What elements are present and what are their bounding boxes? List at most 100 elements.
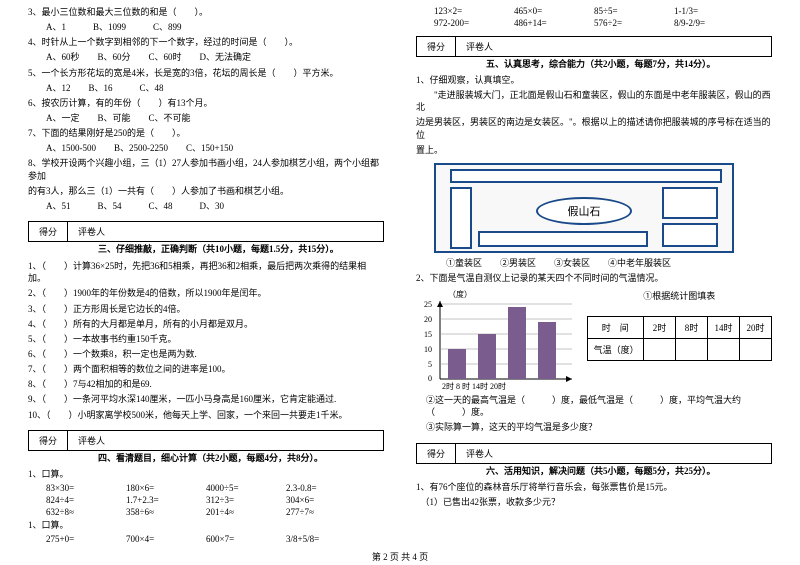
cell: 824÷4=: [46, 495, 108, 505]
top-r1: 123×2= 465×0= 85÷5= 1-1/3=: [434, 6, 772, 16]
grader-label: 评卷人: [68, 431, 115, 450]
q5: 5、一个长方形花坛的宽是4米，长是宽的3倍，花坛的周长是（ ）平方米。: [28, 67, 384, 79]
ytick: 20: [424, 315, 432, 324]
ytick: 0: [428, 374, 432, 383]
score-box-3: 得分 评卷人: [28, 221, 384, 242]
cell: 1.7+2.3=: [126, 495, 188, 505]
section-3-title: 三、仔细推敲，正确判断（共10小题，每题1.5分，共15分）。: [98, 242, 384, 255]
x-axis-labels: 2时 8 时 14时 20时: [442, 381, 506, 391]
q6-1: 1、有76个座位的森林音乐厅将举行音乐会，每张票售价是15元。: [416, 481, 772, 493]
bar-20h: [538, 322, 556, 379]
cell-blank: [708, 339, 740, 361]
j3: 3、（ ）正方形周长是它边长的4倍。: [28, 303, 384, 315]
score-box-5: 得分 评卷人: [416, 36, 772, 57]
q6-1a: （1）已售出42张票，收款多少元？: [416, 496, 772, 508]
cell: 8/9-2/9=: [674, 18, 736, 28]
q3-opts: A、1 B、1099 C、899: [46, 21, 384, 33]
q3: 3、最小三位数和最大三位数的和是（ ）。: [28, 6, 384, 18]
zone-bottom: [478, 231, 648, 247]
cell: 465×0=: [514, 6, 576, 16]
q6: 6、按农历计算，有的年份（ ）有13个月。: [28, 97, 384, 109]
cell: 4000÷5=: [206, 483, 268, 493]
cell-blank: [740, 339, 772, 361]
q5-1b: 边是男装区，男装区的南边是女装区。"。根据以上的描述请你把服装城的序号标在适当的…: [416, 116, 772, 140]
bar-2h: [448, 349, 466, 379]
bar-8h: [478, 334, 496, 379]
rock-ellipse: 假山石: [536, 197, 632, 225]
grader-label: 评卷人: [456, 444, 503, 463]
q5-1a: "走进服装城大门，正北面是假山石和童装区，假山的东面是中老年服装区，假山的西北: [416, 89, 772, 113]
th-t2: 8时: [676, 317, 708, 339]
top-r2: 972-200= 486+14= 576÷2= 8/9-2/9=: [434, 18, 772, 28]
cell: 83×30=: [46, 483, 108, 493]
th-t3: 14时: [708, 317, 740, 339]
cell: 576÷2=: [594, 18, 656, 28]
cell: 700×4=: [126, 534, 188, 544]
cell: 3/8+5/8=: [286, 534, 348, 544]
calc1-r1: 83×30= 180×6= 4000÷5= 2.3-0.8=: [46, 483, 384, 493]
chart-svg: （度） 25 20 15 10 5 0: [422, 289, 582, 394]
temperature-chart: （度） 25 20 15 10 5 0: [422, 289, 581, 394]
score-label: 得分: [417, 444, 456, 463]
cell: 304×6=: [286, 495, 348, 505]
q4-opts: A、60秒 B、60分 C、60时 D、无法确定: [46, 51, 384, 63]
cell: 312÷3=: [206, 495, 268, 505]
ytick: 25: [424, 300, 432, 309]
right-column: 123×2= 465×0= 85÷5= 1-1/3= 972-200= 486+…: [416, 6, 772, 546]
q8b: 的有3人，那么三（1）一共有（ ）人参加了书画和棋艺小组。: [28, 185, 384, 197]
th-t1: 2时: [644, 317, 676, 339]
j1: 1、（ ）计算36×25时，先把36和5相乘，再把36和2相乘，最后把两次乘得的…: [28, 260, 384, 284]
calc1-label: 1、口算。: [28, 468, 384, 480]
bar-14h: [508, 307, 526, 379]
q5-2c: ③实际算一算，这天的平均气温是多少度？: [426, 421, 772, 433]
q5-1: 1、仔细观察，认真填空。: [416, 74, 772, 86]
q8a: 8、学校开设两个兴趣小组，三（1）27人参加书画小组，24人参加棋艺小组，两个小…: [28, 157, 384, 181]
q5-1c: 置上。: [416, 144, 772, 156]
j2: 2、（ ）1900年的年份数是4的倍数，所以1900年是闰年。: [28, 287, 384, 299]
cell-blank: [676, 339, 708, 361]
cell: 201÷4≈: [206, 507, 268, 517]
calc2-r1: 275+0= 700×4= 600×7= 3/8+5/8=: [46, 534, 384, 544]
cell: 632÷8≈: [46, 507, 108, 517]
q7-opts: A、1500-500 B、2500-2250 C、150+150: [46, 142, 384, 154]
q6-opts: A、一定 B、可能 C、不可能: [46, 112, 384, 124]
j7: 7、（ ）两个面积相等的数位之间的进率是100。: [28, 363, 384, 375]
cell: 1-1/3=: [674, 6, 736, 16]
zone-options: ①童装区 ②男装区 ③女装区 ④中老年服装区: [446, 257, 772, 269]
left-column: 3、最小三位数和最大三位数的和是（ ）。 A、1 B、1099 C、899 4、…: [28, 6, 384, 546]
table-row: 气温（度）: [587, 339, 771, 361]
q5-opts: A、12 B、16 C、48: [46, 82, 384, 94]
ytick: 10: [424, 345, 432, 354]
score-box-6: 得分 评卷人: [416, 443, 772, 464]
score-label: 得分: [29, 222, 68, 241]
temperature-table: 时 间 2时 8时 14时 20时 气温（度）: [587, 316, 772, 361]
fill-table-area: ①根据统计图填表 时 间 2时 8时 14时 20时 气温（度）: [587, 289, 772, 394]
cell: 123×2=: [434, 6, 496, 16]
cell: 277÷7≈: [286, 507, 348, 517]
grader-label: 评卷人: [68, 222, 115, 241]
j4: 4、（ ）所有的大月都是单月，所有的小月都是双月。: [28, 318, 384, 330]
zone-right-bottom: [662, 223, 718, 247]
j8: 8、（ ）7与42相加的和是69.: [28, 378, 384, 390]
cell: 600×7=: [206, 534, 268, 544]
calc1-r2: 824÷4= 1.7+2.3= 312÷3= 304×6=: [46, 495, 384, 505]
rock-diagram: 假山石: [434, 163, 734, 253]
q4: 4、时针从上一个数字到相邻的下一个数字，经过的时间是（ ）。: [28, 36, 384, 48]
fill-table-title: ①根据统计图填表: [587, 289, 772, 302]
section-4-title: 四、看清题目，细心计算（共2小题，每题4分，共8分）。: [98, 451, 384, 464]
q5-2b: ②这一天的最高气温是（ ）度，最低气温是（ ）度，平均气温大约（ ）度。: [426, 394, 772, 418]
zone-top: [450, 169, 722, 183]
y-unit: （度）: [448, 289, 472, 299]
ytick: 15: [424, 330, 432, 339]
score-label: 得分: [29, 431, 68, 450]
q8-opts: A、51 B、54 C、48 D、30: [46, 200, 384, 212]
section-6-title: 六、活用知识，解决问题（共5小题，每题5分，共25分）。: [486, 464, 772, 477]
table-row: 时 间 2时 8时 14时 20时: [587, 317, 771, 339]
th-t4: 20时: [740, 317, 772, 339]
j10: 10、（ ）小明家离学校500米，他每天上学、回家，一个来回一共要走1千米。: [28, 409, 384, 421]
ytick: 5: [428, 360, 432, 369]
score-box-4: 得分 评卷人: [28, 430, 384, 451]
calc1-r3: 632÷8≈ 358÷6≈ 201÷4≈ 277÷7≈: [46, 507, 384, 517]
zone-right-top: [662, 187, 718, 219]
section-5-title: 五、认真思考，综合能力（共2小题，每题7分，共14分）。: [486, 57, 772, 70]
